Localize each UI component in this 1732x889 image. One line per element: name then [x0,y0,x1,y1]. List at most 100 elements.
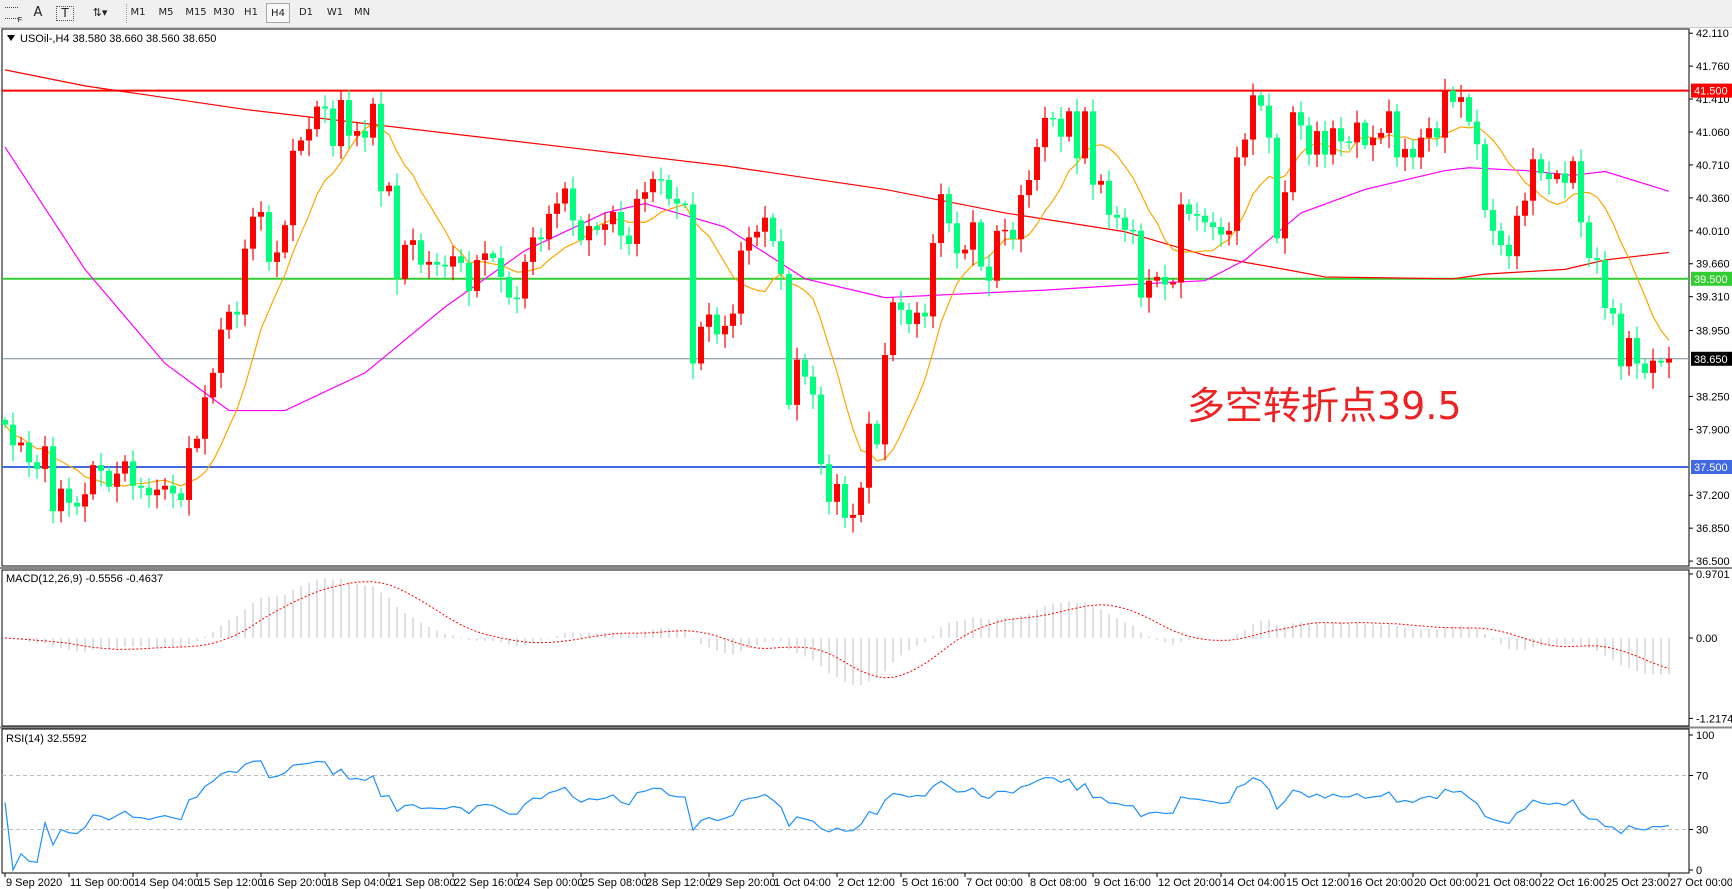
period-h1[interactable]: H1 [244,7,258,18]
candle-down [922,312,928,317]
candle-down [50,446,56,512]
time-tick-label: 9 Sep 2020 [6,877,62,889]
candle-down [234,311,240,315]
candle-up [706,314,712,327]
candle-up [1426,128,1432,138]
candle-up [1042,117,1048,148]
candle-up [1370,137,1376,146]
text-icon[interactable]: A [33,5,43,20]
candle-up [1570,161,1576,183]
period-m1[interactable]: M1 [130,7,146,18]
price-tick-label: 41.060 [1696,127,1730,139]
candle-down [1602,259,1608,308]
collapse-triangle-icon[interactable] [7,35,15,41]
time-tick-label: 9 Oct 16:00 [1094,877,1151,889]
candle-up [546,213,552,240]
candle-down [658,179,664,181]
candle-down [10,424,16,446]
time-tick-label: 20 Oct 00:00 [1414,877,1477,889]
candle-down [74,502,80,507]
candle-up [738,250,744,314]
candle-up [242,248,248,315]
price-label-box [1691,460,1732,474]
candle-down [1394,111,1400,158]
candle-down [1586,222,1592,259]
candle-down [874,423,880,445]
candle-up [650,179,656,193]
candle-up [834,483,840,502]
candle-down [458,256,464,263]
candle-up [1242,139,1248,158]
candle-up [250,216,256,249]
candle-down [1138,230,1144,298]
candle-down [1450,90,1456,102]
toolbar: A T ⇅▾ M1 M5 M15 M30 H1 H4 D1 W1 MN [0,0,1732,28]
price-tick-label: 40.360 [1696,193,1730,205]
text-label-icon[interactable]: T [56,6,74,21]
candle-up [1018,195,1024,240]
rsi-pane-frame [1,728,1690,874]
price-tick-label: 37.900 [1696,424,1730,436]
candle-down [442,264,448,267]
price-tick-label: 37.200 [1696,490,1730,502]
candle-down [1010,229,1016,240]
candle-up [994,230,1000,281]
candle-up [82,494,88,507]
period-m15[interactable]: M15 [185,7,207,18]
period-separators-icon[interactable] [5,7,22,24]
candle-up [754,231,760,238]
arrows-icon[interactable]: ⇅▾ [92,6,108,19]
price-tick-label: 39.660 [1696,259,1730,271]
period-mn[interactable]: MN [353,7,371,18]
candle-down [1578,161,1584,223]
candle-down [1058,118,1064,137]
candle-up [1626,338,1632,367]
candle-up [202,397,208,439]
candle-up [1650,360,1656,373]
candle-down [802,359,808,377]
candle-down [1482,144,1488,211]
candle-down [130,461,136,486]
candle-up [354,131,360,136]
candle-up [1250,95,1256,140]
candle-up [210,372,216,398]
candle-up [90,465,96,495]
candle-up [522,261,528,299]
candle-down [66,488,72,503]
candle-down [1122,217,1128,230]
candle-up [410,240,416,245]
period-w1[interactable]: W1 [326,7,344,18]
period-d1[interactable]: D1 [298,7,314,18]
candle-up [402,244,408,279]
candle-up [866,423,872,488]
candle-up [58,488,64,512]
time-tick-label: 24 Sep 00:00 [518,877,583,889]
price-level-label: 39.500 [1694,274,1728,286]
candle-up [450,256,456,267]
candle-down [1610,307,1616,314]
candle-up [314,106,320,130]
candle-down [330,108,336,147]
candle-down [674,198,680,204]
annotation-text: 多空转折点39.5 [1187,384,1462,428]
ma-short-line [4,123,1670,487]
candle-down [26,442,32,463]
candle-up [930,243,936,317]
macd-legend: MACD(12,26,9) -0.5556 -0.4637 [6,573,163,585]
rsi-tick-label: 0 [1696,865,1702,877]
candle-up [122,461,128,474]
period-m30[interactable]: M30 [213,7,235,18]
candle-up [1378,132,1384,138]
candle-up [1082,111,1088,159]
candle-down [682,203,688,206]
candle-down [954,223,960,254]
macd-tick-label: -1.2174 [1696,713,1732,725]
candle-down [1658,360,1664,363]
candle-down [266,211,272,262]
price-tick-label: 39.310 [1696,292,1730,304]
period-m5[interactable]: M5 [158,7,174,18]
period-h4[interactable]: H4 [266,3,290,23]
candle-down [778,241,784,275]
candle-down [490,253,496,259]
